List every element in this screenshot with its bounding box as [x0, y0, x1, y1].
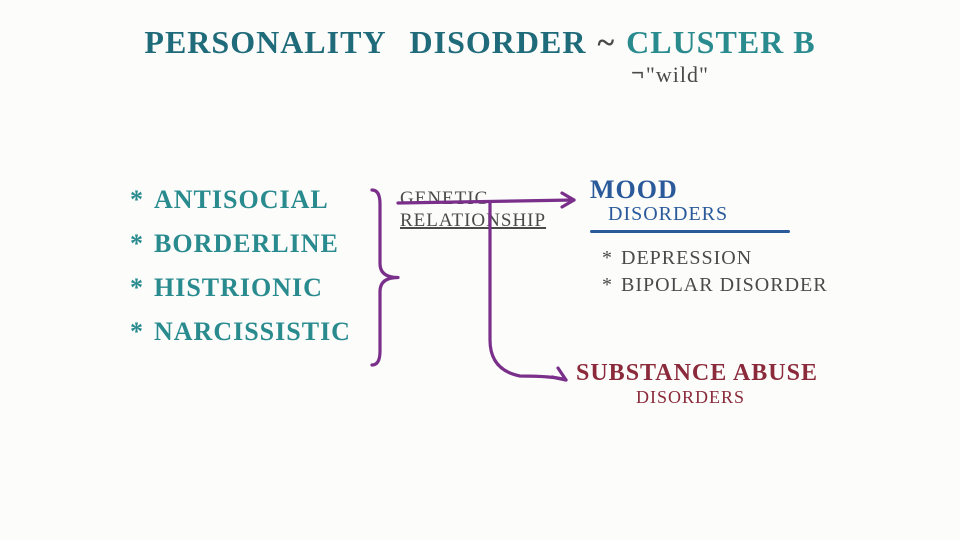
mood-disorders-block: Mood Disorders * Depression * Bipolar Diso…	[590, 175, 828, 301]
bullet-icon: *	[130, 317, 144, 346]
title-word-2: Disorder	[410, 24, 587, 60]
substance-heading: Substance Abuse	[576, 360, 818, 387]
list-item-label: Borderline	[154, 229, 339, 258]
list-item: * Antisocial	[130, 185, 351, 215]
annotation-hook-icon: ⌐	[630, 60, 644, 86]
title-word-3: Cluster B	[626, 24, 816, 60]
mood-underline	[590, 230, 790, 233]
list-item-label: Antisocial	[154, 185, 329, 214]
bullet-icon: *	[602, 274, 613, 296]
substance-subheading: Disorders	[636, 387, 818, 408]
bullet-icon: *	[130, 185, 144, 214]
relationship-line1: Genetic	[400, 188, 546, 210]
bullet-icon: *	[602, 247, 613, 269]
list-item: * Depression	[602, 247, 828, 270]
bullet-icon: *	[130, 273, 144, 302]
list-item: * Borderline	[130, 229, 351, 259]
annotation-text: "wild"	[646, 62, 709, 87]
mood-subheading: Disorders	[608, 203, 828, 226]
list-item-label: Depression	[621, 247, 752, 269]
cluster-b-list: * Antisocial * Borderline * Histrionic * Nar…	[130, 185, 351, 361]
title-word-1: Personality	[144, 24, 386, 60]
title-annotation: ⌐"wild"	[630, 62, 709, 88]
title-connector: ~	[597, 24, 615, 60]
page-title: Personality Disorder ~ Cluster B	[0, 24, 960, 61]
mood-heading: Mood	[590, 175, 828, 205]
relationship-label: Genetic relationship	[400, 188, 546, 232]
list-item: * Narcissistic	[130, 317, 351, 347]
substance-abuse-block: Substance Abuse Disorders	[576, 360, 818, 408]
list-item: * Bipolar Disorder	[602, 274, 828, 297]
list-item-label: Bipolar Disorder	[621, 274, 828, 296]
bullet-icon: *	[130, 229, 144, 258]
list-item-label: Histrionic	[154, 273, 323, 302]
list-item: * Histrionic	[130, 273, 351, 303]
relationship-line2: relationship	[400, 210, 546, 232]
mood-items-list: * Depression * Bipolar Disorder	[602, 247, 828, 297]
list-item-label: Narcissistic	[154, 317, 351, 346]
